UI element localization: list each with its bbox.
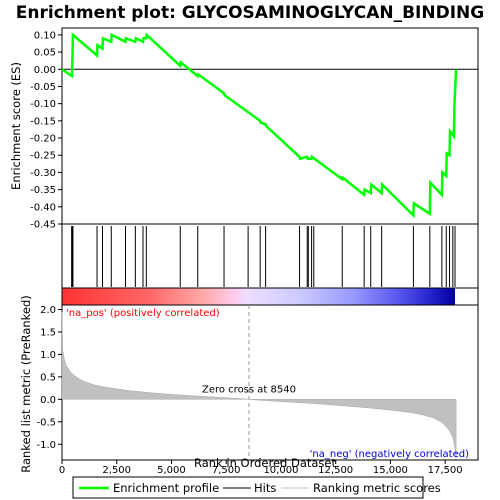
x-tick-label: 12,500 <box>318 465 353 476</box>
rank-y-tick-label: 0.5 <box>40 372 56 383</box>
rank-y-tick-label: -1.0 <box>36 440 56 451</box>
x-axis-label: Rank in Ordered Dataset <box>194 456 337 470</box>
rank-y-axis-label: Ranked list metric (PreRanked) <box>19 295 33 473</box>
neg-correlated-label: 'na_neg' (negatively correlated) <box>310 449 469 460</box>
rank-y-tick-label: 1.0 <box>40 350 56 361</box>
enrichment-profile-line <box>61 32 458 219</box>
es-y-ticks: 0.10 0.05 0.00 -0.05 -0.10 -0.15 -0.20 -0.25 -0.… <box>30 30 62 231</box>
legend: Enrichment profile Hits Ranking metric s… <box>72 476 441 499</box>
es-y-tick-label: -0.20 <box>30 134 56 145</box>
legend-metric-label: Ranking metric scores <box>313 481 441 495</box>
pos-correlated-label: 'na_pos' (positively correlated) <box>66 308 220 319</box>
x-tick-label: 2,500 <box>102 465 131 476</box>
es-y-tick-label: 0.10 <box>34 30 56 41</box>
es-y-tick-label: -0.40 <box>30 202 56 213</box>
es-y-tick-label: -0.10 <box>30 99 56 110</box>
rank-panel: 2.0 1.5 1.0 0.5 0.0 -0.5 -1.0 0 2,500 5,000 7,500… <box>19 295 479 476</box>
rank-x-ticks: 0 2,500 5,000 7,500 10,000 12,500 15,000 17,500 <box>59 460 463 476</box>
es-y-tick-label: 0.00 <box>34 65 56 76</box>
x-tick-label: 17,500 <box>428 465 463 476</box>
x-tick-label: 0 <box>59 465 65 476</box>
x-tick-label: 10,000 <box>263 465 298 476</box>
rank-y-ticks: 2.0 1.5 1.0 0.5 0.0 -0.5 -1.0 <box>36 305 62 451</box>
es-panel: 0.10 0.05 0.00 -0.05 -0.10 -0.15 -0.20 -0.25 -0.… <box>9 27 479 231</box>
es-y-axis-label: Enrichment score (ES) <box>9 62 23 190</box>
x-tick-label: 15,000 <box>373 465 408 476</box>
es-y-tick-label: -0.05 <box>30 82 56 93</box>
chart-title: Enrichment plot: GLYCOSAMINOGLYCAN_BINDI… <box>16 3 484 23</box>
x-tick-label: 7,500 <box>212 465 241 476</box>
es-y-tick-label: -0.45 <box>30 220 56 231</box>
hits-panel <box>61 223 479 289</box>
hit-lines <box>71 226 456 287</box>
zero-cross-label: Zero cross at 8540 <box>202 384 296 395</box>
rank-y-tick-label: 0.0 <box>40 395 56 406</box>
rank-y-tick-label: 2.0 <box>40 305 56 316</box>
rank-y-tick-label: -0.5 <box>36 417 56 428</box>
es-plot-area <box>61 27 479 225</box>
rank-plot-area <box>61 304 479 461</box>
legend-profile-label: Enrichment profile <box>113 481 219 495</box>
es-y-tick-label: 0.05 <box>34 48 56 59</box>
legend-hits-label: Hits <box>254 481 276 495</box>
es-y-tick-label: -0.25 <box>30 151 56 162</box>
es-y-tick-label: -0.35 <box>30 185 56 196</box>
hits-area <box>61 223 479 289</box>
es-y-tick-label: -0.15 <box>30 116 56 127</box>
ranking-metric-area <box>61 311 457 459</box>
es-y-tick-label: -0.30 <box>30 168 56 179</box>
rank-color-bar <box>62 288 455 305</box>
rank-y-tick-label: 1.5 <box>40 327 56 338</box>
x-tick-label: 5,000 <box>157 465 186 476</box>
